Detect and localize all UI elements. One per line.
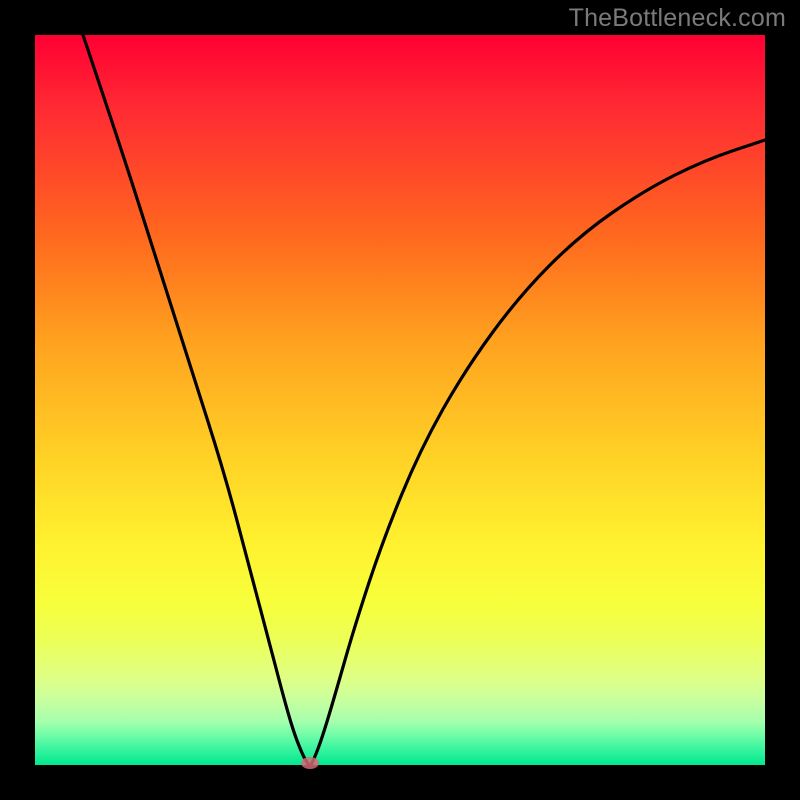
bottleneck-curve [35, 35, 765, 765]
chart-frame: TheBottleneck.com [0, 0, 800, 800]
watermark-text: TheBottleneck.com [569, 4, 786, 33]
curve-branch [83, 35, 309, 765]
curve-branch [311, 140, 765, 765]
optimum-marker [301, 757, 319, 769]
plot-area [35, 35, 765, 765]
